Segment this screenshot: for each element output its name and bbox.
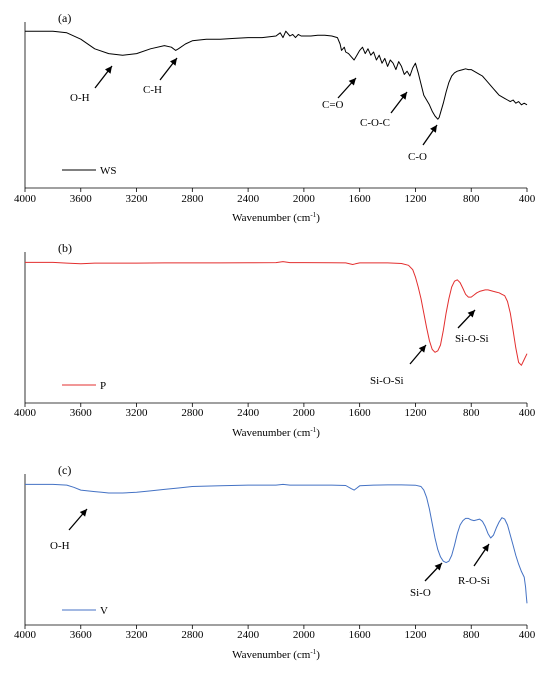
annotation-label: C-H [143,84,162,96]
annotation-label: O-H [70,92,90,104]
x-tick-label: 800 [463,193,480,205]
series-line [25,30,528,120]
panel-c: (c) 4000 3600 3200 2800 2400 2000 1600 1200 800 40… [14,463,536,661]
annotation-label: Si-O-Si [455,333,489,345]
annotation-label: Si-O-Si [370,375,404,387]
x-tick-label: 2800 [181,629,204,641]
x-tick-label: 3600 [70,193,93,205]
x-tick-label: 2400 [237,629,260,641]
panel-a: (a) 4000 3600 3200 2800 2400 2000 1600 1200 800 40… [14,11,536,224]
legend-label: V [100,605,108,617]
x-axis-label: Wavenumber (cm-1) [232,648,320,661]
annotation-label: C-O-C [360,117,390,129]
x-tick-label: 3600 [70,407,93,419]
x-tick-label: 1200 [404,629,427,641]
x-tick-label: 3600 [70,629,93,641]
annotation-arrowhead [400,92,407,100]
x-tick-label: 1600 [349,407,372,419]
x-tick-label: 2400 [237,193,260,205]
x-tick-label: 3200 [126,629,149,641]
x-axis-label: Wavenumber (cm-1) [232,426,320,439]
x-tick-label: 400 [519,407,536,419]
series-line [25,261,528,366]
annotation-label: R-O-Si [458,575,490,587]
panel-label: (a) [58,11,71,25]
x-tick-label: 800 [463,407,480,419]
annotation-label: C=O [322,99,344,111]
x-tick-label: 1200 [404,407,427,419]
x-tick-label: 3200 [126,407,149,419]
x-tick-label: 400 [519,629,536,641]
annotation-label: C-O [408,151,427,163]
x-tick-label: 4000 [14,193,37,205]
panel-b: (b) 4000 3600 3200 2800 2400 2000 1600 1200 800 40… [14,241,536,439]
annotation-arrowhead [348,78,356,86]
legend-label: WS [100,165,117,177]
panel-label: (c) [58,463,71,477]
x-tick-label: 2400 [237,407,260,419]
x-tick-label: 3200 [126,193,149,205]
annotation-arrowhead [467,310,475,318]
annotation-arrowhead [79,509,87,517]
legend-label: P [100,380,106,392]
annotation-arrowhead [170,58,177,66]
annotation-label: O-H [50,540,70,552]
annotation-arrowhead [105,66,112,74]
x-tick-label: 2800 [181,193,204,205]
x-tick-label: 2000 [293,193,316,205]
x-axis-label: Wavenumber (cm-1) [232,211,320,224]
x-tick-label: 2800 [181,407,204,419]
x-tick-label: 1200 [404,193,427,205]
x-tick-label: 4000 [14,629,37,641]
x-tick-label: 800 [463,629,480,641]
panel-label: (b) [58,241,72,255]
x-tick-label: 2000 [293,407,316,419]
x-tick-label: 1600 [349,193,372,205]
annotation-arrowhead [430,125,437,133]
annotation-label: Si-O [410,587,431,599]
x-tick-label: 4000 [14,407,37,419]
x-tick-label: 400 [519,193,536,205]
annotation-arrowhead [418,345,426,353]
series-line [25,483,528,604]
x-tick-label: 1600 [349,629,372,641]
annotation-arrowhead [434,563,442,571]
annotation-arrowhead [482,544,489,552]
x-tick-label: 2000 [293,629,316,641]
